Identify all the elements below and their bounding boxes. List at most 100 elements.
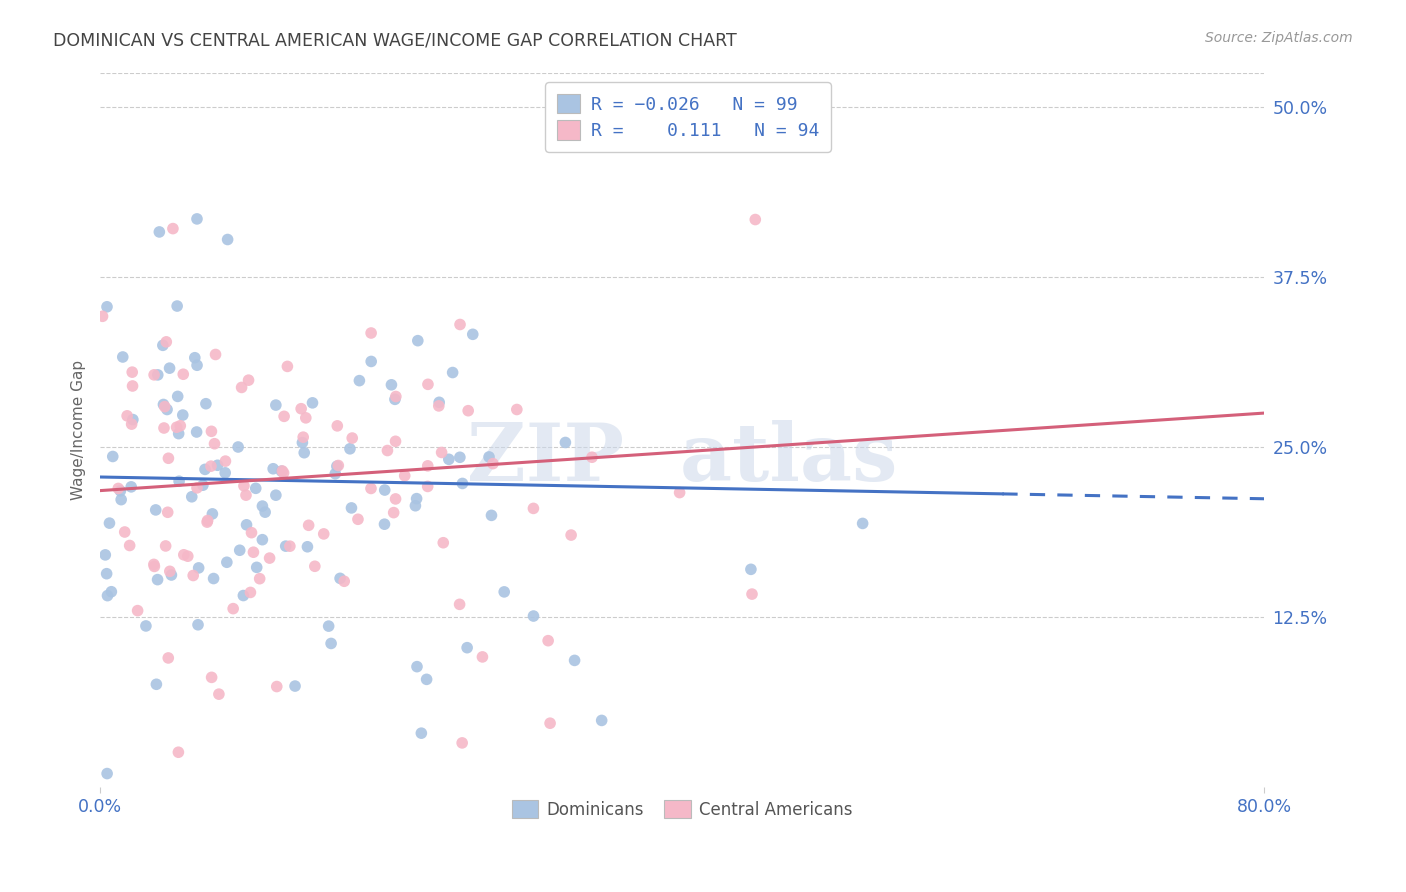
Point	[159, 361, 181, 376]
Point	[207, 458, 229, 473]
Point	[228, 543, 250, 558]
Point	[852, 516, 875, 531]
Point	[184, 351, 207, 365]
Point	[326, 459, 349, 474]
Point	[120, 480, 142, 494]
Y-axis label: Wage/Income Gap: Wage/Income Gap	[72, 360, 86, 500]
Point	[187, 561, 209, 575]
Point	[166, 420, 188, 434]
Point	[121, 417, 143, 431]
Point	[222, 601, 245, 615]
Point	[101, 450, 124, 464]
Point	[169, 418, 191, 433]
Point	[740, 562, 762, 576]
Point	[121, 365, 143, 379]
Point	[232, 479, 254, 493]
Point	[160, 568, 183, 582]
Point	[451, 736, 474, 750]
Point	[297, 540, 319, 554]
Point	[235, 517, 257, 532]
Point	[200, 459, 222, 474]
Point	[304, 559, 326, 574]
Point	[301, 396, 323, 410]
Point	[427, 399, 450, 413]
Point	[340, 500, 363, 515]
Point	[201, 507, 224, 521]
Point	[122, 412, 145, 426]
Text: DOMINICAN VS CENTRAL AMERICAN WAGE/INCOME GAP CORRELATION CHART: DOMINICAN VS CENTRAL AMERICAN WAGE/INCOM…	[53, 31, 737, 49]
Point	[744, 212, 766, 227]
Point	[384, 491, 406, 506]
Point	[110, 483, 132, 498]
Point	[249, 572, 271, 586]
Point	[323, 467, 346, 481]
Point	[668, 485, 690, 500]
Point	[94, 548, 117, 562]
Point	[384, 434, 406, 449]
Point	[264, 398, 287, 412]
Point	[494, 585, 516, 599]
Point	[107, 482, 129, 496]
Point	[98, 516, 121, 530]
Point	[245, 481, 267, 495]
Point	[167, 475, 190, 489]
Point	[294, 410, 316, 425]
Point	[374, 483, 396, 497]
Point	[416, 479, 439, 493]
Point	[416, 377, 439, 392]
Point	[264, 488, 287, 502]
Point	[111, 350, 134, 364]
Point	[276, 359, 298, 374]
Point	[481, 508, 503, 523]
Point	[360, 326, 382, 340]
Point	[441, 366, 464, 380]
Point	[91, 310, 114, 324]
Point	[406, 659, 429, 673]
Point	[153, 400, 176, 414]
Point	[157, 651, 180, 665]
Point	[430, 445, 453, 459]
Point	[127, 604, 149, 618]
Point	[239, 585, 262, 599]
Point	[273, 466, 295, 480]
Point	[155, 539, 177, 553]
Point	[235, 488, 257, 502]
Point	[254, 505, 277, 519]
Point	[411, 726, 433, 740]
Point	[217, 233, 239, 247]
Point	[186, 211, 208, 226]
Point	[156, 402, 179, 417]
Point	[329, 571, 352, 585]
Point	[146, 368, 169, 382]
Point	[415, 673, 437, 687]
Point	[252, 499, 274, 513]
Point	[538, 716, 561, 731]
Point	[349, 374, 371, 388]
Point	[560, 528, 582, 542]
Point	[181, 568, 204, 582]
Point	[191, 478, 214, 492]
Point	[278, 539, 301, 553]
Point	[214, 466, 236, 480]
Point	[506, 402, 529, 417]
Point	[298, 518, 321, 533]
Point	[522, 609, 544, 624]
Point	[333, 574, 356, 589]
Point	[319, 636, 342, 650]
Point	[266, 680, 288, 694]
Point	[385, 390, 408, 404]
Point	[186, 425, 208, 439]
Point	[197, 514, 219, 528]
Point	[360, 482, 382, 496]
Point	[382, 506, 405, 520]
Point	[204, 347, 226, 361]
Point	[96, 589, 118, 603]
Point	[326, 418, 349, 433]
Point	[262, 462, 284, 476]
Point	[187, 617, 209, 632]
Point	[240, 525, 263, 540]
Point	[214, 454, 236, 468]
Point	[252, 533, 274, 547]
Point	[180, 490, 202, 504]
Point	[471, 649, 494, 664]
